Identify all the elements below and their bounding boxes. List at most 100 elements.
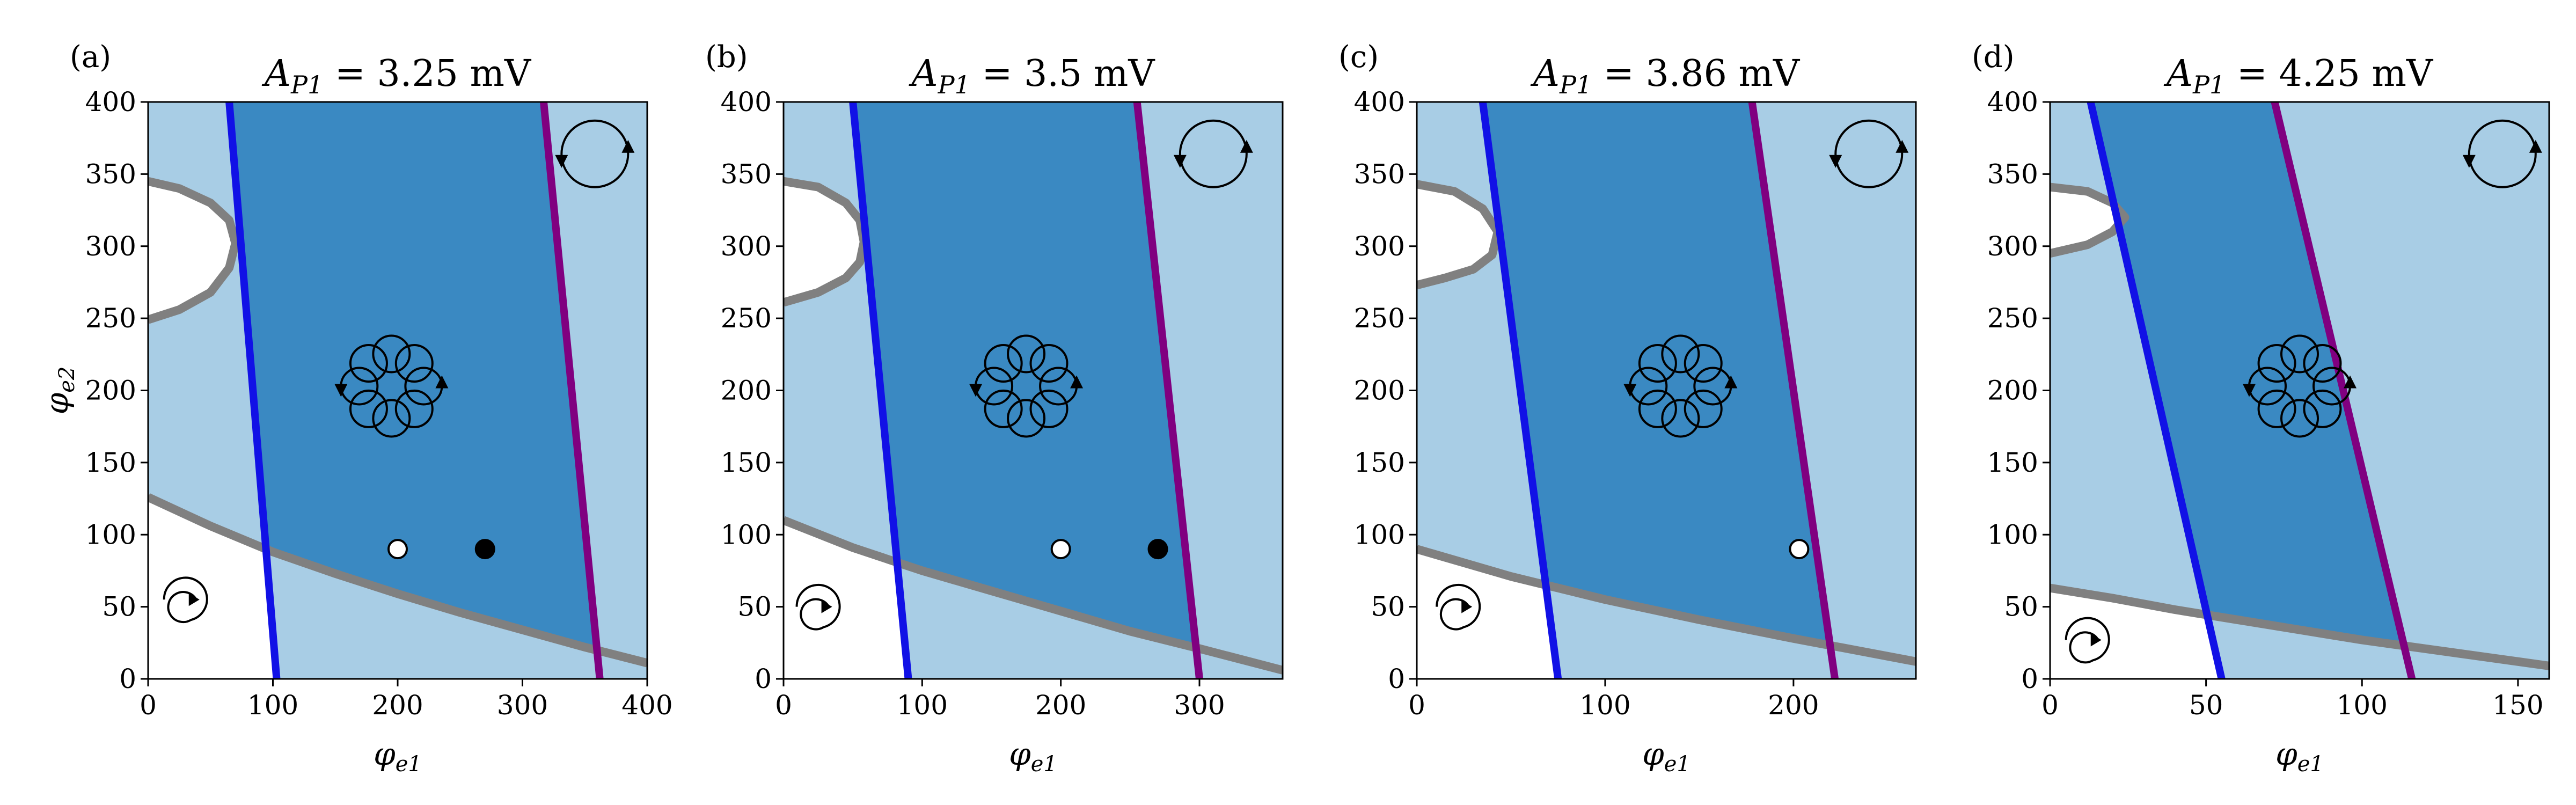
lower-boundary-curve bbox=[148, 493, 647, 668]
spiral-icon bbox=[795, 583, 841, 631]
panel-label: (a) bbox=[70, 40, 111, 75]
flower-arrow-left bbox=[969, 384, 983, 397]
flower-loop bbox=[1684, 344, 1723, 383]
rotor-arrow-left bbox=[2462, 155, 2476, 168]
spiral-path bbox=[163, 576, 208, 624]
y-tick-label: 0 bbox=[755, 663, 772, 694]
flower-loop bbox=[1029, 389, 1069, 428]
y-tick-label: 150 bbox=[721, 447, 772, 478]
y-tick-label: 400 bbox=[1354, 86, 1405, 118]
panel-4: 0 50 100 150 0 50 100 150 200 250 300 350 400 (d) AP1 … bbox=[1972, 40, 2550, 777]
spiral-arrow bbox=[1461, 600, 1473, 613]
x-axis-label: φe1 bbox=[2275, 736, 2324, 777]
rotor-arrow-right bbox=[1896, 140, 1909, 153]
y-tick-label: 100 bbox=[721, 519, 772, 550]
flower-arrow-left bbox=[1623, 384, 1637, 397]
rotor-circle bbox=[1179, 119, 1248, 188]
x-tick-label: 400 bbox=[621, 690, 672, 721]
y-tick-label: 350 bbox=[85, 158, 136, 189]
open-point bbox=[387, 539, 408, 560]
y-tick-label: 200 bbox=[85, 375, 136, 406]
panel-3: 0 100 200 0 50 100 150 200 250 300 350 400 (c) AP1 = … bbox=[1338, 40, 1917, 777]
flower-icon bbox=[2243, 334, 2357, 438]
flower-loop bbox=[2257, 389, 2296, 428]
flower-loop bbox=[349, 344, 388, 383]
flower-loop bbox=[1638, 344, 1677, 383]
dark-region bbox=[853, 102, 1196, 648]
flower-icon bbox=[1623, 334, 1738, 438]
flower-loop bbox=[2280, 334, 2319, 374]
plot-area bbox=[2050, 102, 2549, 679]
spiral-arrow bbox=[2090, 633, 2102, 647]
flower-loop bbox=[1661, 334, 1700, 374]
y-tick-label: 150 bbox=[85, 447, 136, 478]
lower-boundary-curve bbox=[784, 516, 1283, 675]
purple-boundary-line bbox=[1748, 102, 1839, 679]
rotor-icon bbox=[2462, 119, 2542, 188]
blue-boundary-line bbox=[2087, 102, 2226, 679]
y-tick-label: 300 bbox=[1987, 231, 2038, 262]
y-tick-label: 300 bbox=[1354, 231, 1405, 262]
blue-boundary-line bbox=[849, 102, 912, 679]
plot-area bbox=[1417, 102, 1916, 679]
flower-loop bbox=[1638, 389, 1677, 428]
flower-icon bbox=[334, 334, 449, 438]
x-tick-label: 50 bbox=[2189, 690, 2223, 721]
spiral-icon bbox=[163, 576, 208, 624]
flower-loop bbox=[372, 334, 411, 374]
panel-1: 0 100 200 300 400 0 50 100 150 200 250 300 350 400 (a)… bbox=[39, 40, 673, 777]
flower-loop bbox=[1007, 399, 1046, 438]
x-tick-label: 100 bbox=[897, 690, 948, 721]
spiral-icon bbox=[1436, 583, 1481, 631]
spiral-arrow bbox=[188, 593, 200, 606]
flower-arrow-left bbox=[2243, 384, 2256, 397]
flower-loop bbox=[1029, 344, 1069, 383]
y-tick-label: 300 bbox=[721, 231, 772, 262]
spiral-arrow bbox=[821, 600, 832, 613]
x-tick-label: 300 bbox=[1174, 690, 1225, 721]
y-tick-label: 0 bbox=[119, 663, 136, 694]
y-tick-label: 400 bbox=[721, 86, 772, 118]
x-tick-label: 150 bbox=[2492, 690, 2543, 721]
flower-loop bbox=[984, 389, 1023, 428]
y-tick-label: 400 bbox=[85, 86, 136, 118]
y-tick-label: 300 bbox=[85, 231, 136, 262]
flower-arrow-left bbox=[334, 384, 348, 397]
y-tick-label: 250 bbox=[85, 303, 136, 334]
x-tick-label: 300 bbox=[497, 690, 548, 721]
y-tick-label: 0 bbox=[2021, 663, 2038, 694]
x-tick-label: 0 bbox=[1408, 690, 1425, 721]
y-tick-label: 200 bbox=[1987, 375, 2038, 406]
flower-arrow-right bbox=[1070, 375, 1084, 389]
x-tick-label: 100 bbox=[1579, 690, 1630, 721]
y-tick-label: 50 bbox=[1371, 591, 1405, 623]
x-tick-label: 200 bbox=[1768, 690, 1819, 721]
y-tick-label: 50 bbox=[737, 591, 772, 623]
spiral-icon bbox=[2065, 617, 2110, 664]
x-tick-label: 200 bbox=[1035, 690, 1086, 721]
flower-icon bbox=[969, 334, 1084, 438]
dark-region bbox=[1482, 102, 1831, 646]
flower-loop bbox=[2280, 399, 2319, 438]
flower-loop bbox=[2303, 389, 2342, 428]
x-tick-label: 100 bbox=[2337, 690, 2388, 721]
x-tick-label: 0 bbox=[140, 690, 157, 721]
rotor-arrow-left bbox=[555, 155, 568, 168]
y-tick-label: 350 bbox=[1354, 158, 1405, 189]
y-tick-label: 150 bbox=[1987, 447, 2038, 478]
filled-point bbox=[474, 539, 495, 560]
x-axis-label: φe1 bbox=[1009, 736, 1057, 777]
y-axis-label: φe2 bbox=[39, 367, 79, 415]
rotor-circle bbox=[2468, 119, 2537, 188]
y-tick-label: 250 bbox=[1987, 303, 2038, 334]
panel-title: AP1 = 3.5 mV bbox=[909, 53, 1156, 99]
open-point bbox=[1050, 539, 1071, 560]
rotor-icon bbox=[1829, 119, 1909, 188]
flower-loop bbox=[1684, 389, 1723, 428]
lower-boundary-curve bbox=[1417, 545, 1916, 666]
flower-loop bbox=[1007, 334, 1046, 374]
spiral-path bbox=[2065, 617, 2110, 664]
spiral-path bbox=[795, 583, 841, 631]
blue-boundary-line bbox=[1479, 102, 1562, 679]
rotor-arrow-right bbox=[1240, 140, 1253, 153]
